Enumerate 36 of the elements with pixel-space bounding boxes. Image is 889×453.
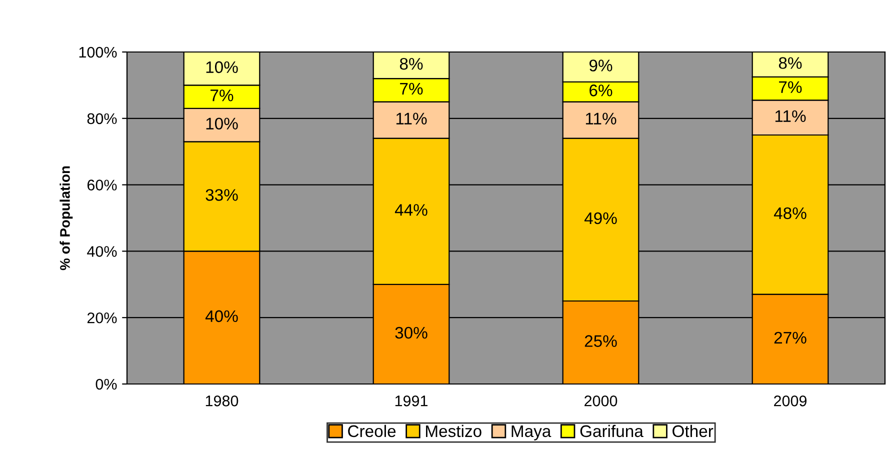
data-label: 9% <box>589 60 612 72</box>
data-label: 49% <box>584 212 617 224</box>
data-label: 30% <box>395 326 428 339</box>
data-label: 40% <box>205 310 238 322</box>
legend-label: Maya <box>512 425 552 440</box>
y-tick-label: 20% <box>87 312 117 324</box>
data-label: 44% <box>394 204 428 216</box>
data-label: 48% <box>774 207 806 220</box>
y-tick-label: 0% <box>96 378 117 390</box>
data-label: 10% <box>206 61 238 74</box>
y-tick-label: 100% <box>79 46 117 58</box>
data-label: 25% <box>584 335 617 347</box>
y-tick-label: 60% <box>87 180 117 190</box>
data-label: 6% <box>590 84 612 96</box>
legend-label: Creole <box>348 424 396 438</box>
y-tick-label: 80% <box>87 113 117 124</box>
data-label: 7% <box>400 82 423 95</box>
data-label: 7% <box>210 90 234 102</box>
legend-label: Mestizo <box>426 424 482 438</box>
legend-label: Other <box>672 424 714 438</box>
data-label: 7% <box>779 81 802 93</box>
data-label: 11% <box>396 112 427 124</box>
y-tick-label: 40% <box>87 246 117 257</box>
x-tick-label: 1980 <box>206 396 238 406</box>
data-label: 10% <box>206 118 238 130</box>
y-axis-title: % of Population <box>60 166 73 270</box>
x-tick-label: 2009 <box>774 396 807 406</box>
legend-label: Garifuna <box>580 424 644 438</box>
data-label: 27% <box>774 332 806 344</box>
x-tick-label: 1991 <box>395 396 428 406</box>
data-label: 11% <box>775 110 806 122</box>
x-tick-label: 2000 <box>584 396 618 406</box>
data-label: 33% <box>206 189 238 201</box>
data-label: 8% <box>400 58 423 70</box>
data-label: 8% <box>778 57 802 69</box>
data-label: 11% <box>586 112 616 124</box>
